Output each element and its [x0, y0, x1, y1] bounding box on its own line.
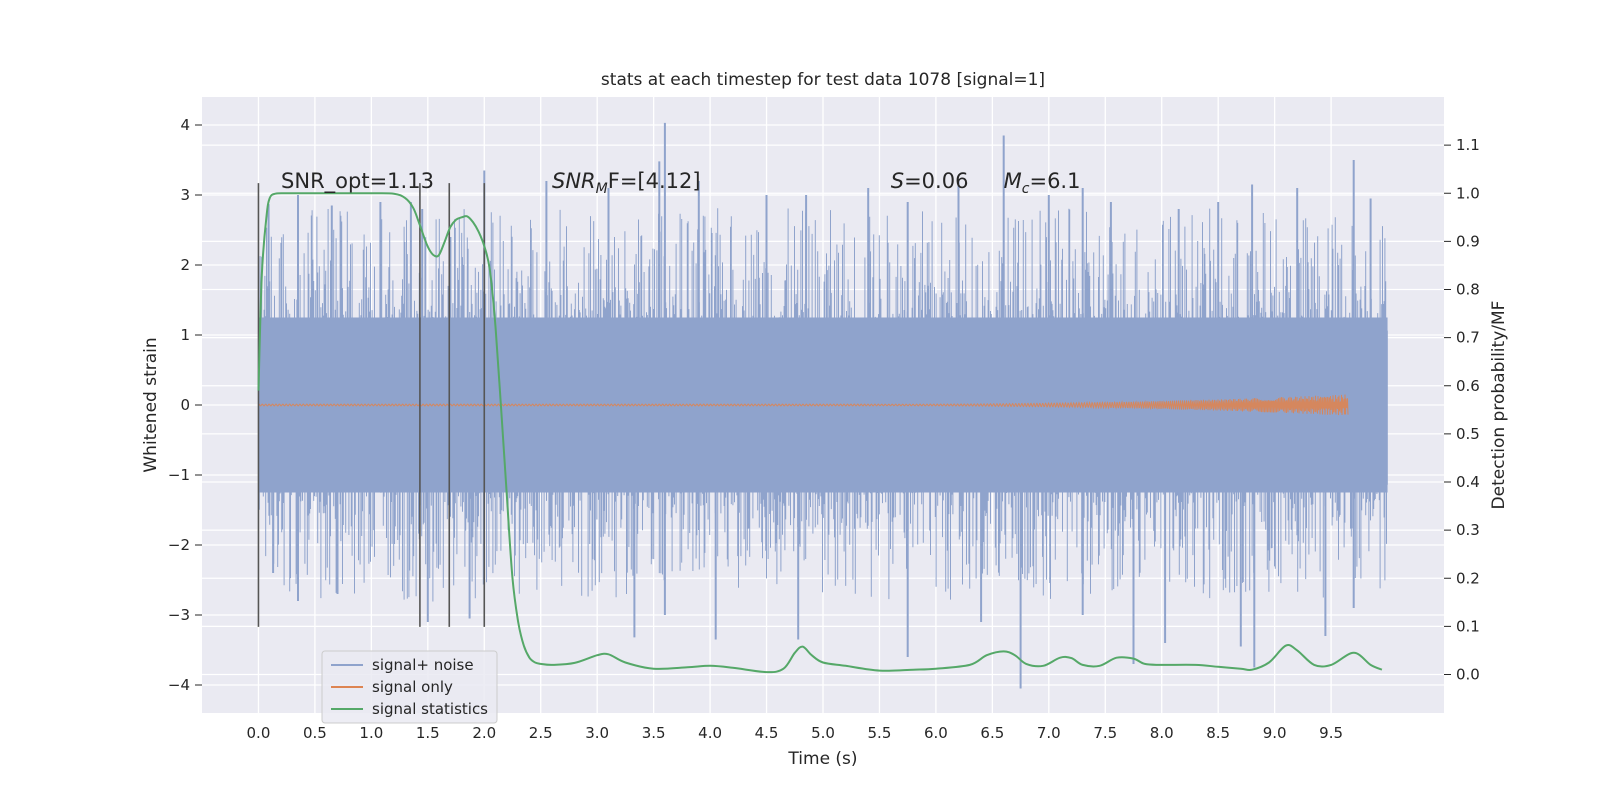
- signal-only-trace: [258, 394, 1349, 416]
- annotations: SNR_opt=1.13 SNRMF=[4.12] S=0.06 Mc=6.1: [281, 169, 1080, 197]
- right-tick-label: 0.4: [1456, 473, 1480, 491]
- right-tick-label: 0.1: [1456, 617, 1480, 635]
- signal-statistics-line: [257, 192, 1383, 674]
- series-signal-only: [258, 394, 1349, 416]
- x-tick-label: 1.5: [416, 724, 440, 742]
- x-tick-label: 9.5: [1319, 724, 1343, 742]
- legend: signal+ noise signal only signal statist…: [321, 650, 498, 724]
- x-tick-label: 0.5: [303, 724, 327, 742]
- y-tick-label: −3: [168, 606, 190, 624]
- x-tick-label: 1.0: [359, 724, 383, 742]
- annotation: SNR_opt=1.13: [281, 169, 434, 194]
- x-tick-label: 5.0: [811, 724, 835, 742]
- y-axis-label: Whitened strain: [141, 337, 161, 472]
- y-tick-label: −2: [168, 536, 190, 554]
- x-tick-label: 8.0: [1150, 724, 1174, 742]
- right-tick-label: 0.3: [1456, 521, 1480, 539]
- right-tick-label: 1.0: [1456, 184, 1480, 202]
- x-tick-label: 2.5: [529, 724, 553, 742]
- annotation: SNRMF=[4.12]: [552, 169, 701, 197]
- y-tick-label: −1: [168, 466, 190, 484]
- x-tick-label: 6.5: [980, 724, 1004, 742]
- y-tick-label: 4: [180, 116, 190, 134]
- x-tick-label: 0.0: [247, 724, 271, 742]
- right-tick-label: 0.8: [1456, 281, 1480, 299]
- series-signal-statistics: [257, 192, 1383, 674]
- annotation: S=0.06: [891, 169, 969, 193]
- legend-label-signal-noise: signal+ noise: [372, 656, 474, 674]
- x-tick-label: 5.5: [868, 724, 892, 742]
- right-tick-label: 0.2: [1456, 569, 1480, 587]
- x-tick-label: 2.0: [472, 724, 496, 742]
- x-tick-label: 3.5: [642, 724, 666, 742]
- right-axis-label: Detection probability/MF: [1489, 301, 1509, 510]
- x-tick-label: 4.5: [755, 724, 779, 742]
- chart-title: stats at each timestep for test data 107…: [601, 70, 1045, 90]
- annotation: Mc=6.1: [1004, 169, 1081, 197]
- right-tick-label: 0.9: [1456, 232, 1480, 250]
- legend-label-signal-only: signal only: [372, 678, 453, 696]
- x-axis-ticks: 0.0 0.5 1.0 1.5 2.0 2.5 3.0 3.5 4.0 4.5 5.0 5.5 6.0 6…: [247, 724, 1343, 742]
- x-tick-label: 4.0: [698, 724, 722, 742]
- right-tick-label: 0.0: [1456, 666, 1480, 684]
- x-axis-label: Time (s): [787, 749, 857, 769]
- right-axis-ticks: 1.1 1.0 0.9 0.8 0.7 0.6 0.5 0.4 0.3 0.2 0.1 0.0: [1444, 136, 1480, 684]
- vertical-markers: [257, 183, 486, 627]
- y-axis-ticks: 4 3 2 1 0 −1 −2 −3 −4: [168, 116, 202, 694]
- y-tick-label: −4: [168, 676, 190, 694]
- right-tick-label: 0.7: [1456, 329, 1480, 347]
- x-tick-label: 7.5: [1093, 724, 1117, 742]
- right-tick-label: 0.6: [1456, 377, 1480, 395]
- y-tick-label: 2: [180, 256, 190, 274]
- legend-box: [321, 650, 498, 724]
- y-tick-label: 0: [180, 396, 190, 414]
- x-tick-label: 6.0: [924, 724, 948, 742]
- x-tick-label: 7.0: [1037, 724, 1061, 742]
- y-tick-label: 3: [180, 186, 190, 204]
- legend-label-signal-statistics: signal statistics: [372, 700, 488, 718]
- y-tick-label: 1: [180, 326, 190, 344]
- x-tick-label: 9.0: [1263, 724, 1287, 742]
- signal-noise-peaks: [267, 122, 1372, 689]
- x-tick-label: 8.5: [1206, 724, 1230, 742]
- right-tick-label: 1.1: [1456, 136, 1480, 154]
- x-tick-label: 3.0: [585, 724, 609, 742]
- right-tick-label: 0.5: [1456, 425, 1480, 443]
